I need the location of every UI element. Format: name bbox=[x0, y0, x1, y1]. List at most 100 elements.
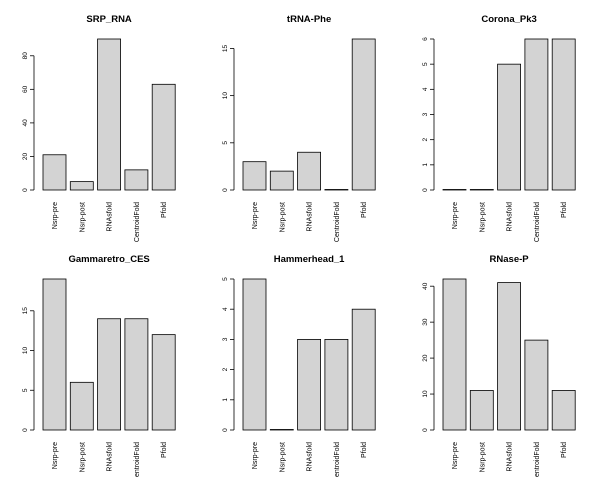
category-label: RNAsfold bbox=[107, 442, 114, 472]
y-tick-label: 0 bbox=[422, 428, 429, 432]
category-label: CentroidFold bbox=[534, 202, 541, 242]
category-label: RNAsfold bbox=[107, 202, 114, 232]
bar bbox=[124, 169, 149, 191]
y-tick-label: 5 bbox=[222, 141, 229, 145]
panel-title: RNase-P bbox=[490, 254, 530, 265]
y-tick-label: 20 bbox=[22, 152, 29, 160]
bar bbox=[524, 38, 549, 191]
bar bbox=[97, 318, 121, 431]
category-label: Nsrp-post bbox=[279, 442, 286, 472]
bar bbox=[124, 318, 149, 431]
panel-title: Gammaretro_CES bbox=[68, 254, 149, 265]
y-tick-label: 4 bbox=[422, 87, 429, 91]
category-label: Nsrp-pre bbox=[252, 442, 259, 469]
y-tick-label: 3 bbox=[422, 112, 429, 116]
bar bbox=[324, 338, 349, 431]
category-label: Nsrp-pre bbox=[452, 442, 459, 469]
category-label: RNAsfold bbox=[307, 442, 314, 472]
category-label: Pfold bbox=[361, 442, 368, 458]
y-tick-label: 15 bbox=[22, 307, 29, 315]
category-label: Nsrp-post bbox=[79, 202, 86, 232]
bar bbox=[269, 429, 294, 431]
bar bbox=[151, 334, 176, 431]
category-label: CentroidFold bbox=[334, 202, 341, 242]
y-tick-label: 0 bbox=[422, 188, 429, 192]
category-label: RNAsfold bbox=[307, 202, 314, 232]
bar bbox=[442, 278, 467, 431]
y-tick-label: 0 bbox=[222, 428, 229, 432]
bar bbox=[242, 161, 267, 191]
bar bbox=[497, 282, 522, 431]
category-label: CentroidFold bbox=[134, 202, 141, 242]
category-label: RNAsfold bbox=[507, 202, 514, 232]
bar bbox=[497, 63, 522, 191]
panel-title: Corona_Pk3 bbox=[481, 14, 536, 25]
panel-1: SRP_RNA 0 20 40 60 80 Nsrp-pre Nsrp-post RNAsfol… bbox=[22, 14, 176, 242]
bar bbox=[69, 381, 94, 431]
bar bbox=[351, 308, 376, 431]
y-tick-label: 10 bbox=[422, 390, 429, 398]
y-tick-label: 4 bbox=[222, 307, 229, 311]
y-tick-label: 2 bbox=[222, 367, 229, 371]
bar bbox=[551, 390, 576, 431]
bar bbox=[151, 83, 176, 191]
bar bbox=[551, 38, 576, 191]
category-label: Pfold bbox=[561, 442, 568, 458]
category-label: entroidFold bbox=[134, 442, 141, 477]
category-label: Nsrp-post bbox=[279, 202, 286, 232]
category-label: Pfold bbox=[561, 202, 568, 218]
category-label: entroidFold bbox=[534, 442, 541, 477]
y-tick-label: 1 bbox=[222, 398, 229, 402]
category-label: Pfold bbox=[161, 442, 168, 458]
panel-3: Corona_Pk3 0 1 2 3 4 5 6 Nsrp-pre Nsrp-post RNAsfo… bbox=[422, 14, 576, 242]
bar bbox=[469, 189, 494, 191]
panel-2: tRNA-Phe 0 5 10 15 Nsrp-pre Nsrp-post RNAsfold C… bbox=[222, 14, 376, 242]
y-tick-label: 5 bbox=[22, 388, 29, 392]
bar bbox=[97, 38, 121, 191]
y-tick-label: 80 bbox=[22, 52, 29, 60]
bar bbox=[469, 390, 494, 431]
category-label: Nsrp-pre bbox=[452, 202, 459, 229]
y-tick-label: 40 bbox=[422, 282, 429, 290]
bar bbox=[351, 38, 376, 191]
category-label: Pfold bbox=[161, 202, 168, 218]
category-label: Nsrp-pre bbox=[52, 202, 59, 229]
y-tick-label: 40 bbox=[22, 119, 29, 127]
y-tick-label: 5 bbox=[422, 62, 429, 66]
panel-6: RNase-P 0 10 20 30 40 Nsrp-pre Nsrp-post RNAsfol… bbox=[422, 254, 576, 477]
y-tick-label: 6 bbox=[422, 37, 429, 41]
panel-title: tRNA-Phe bbox=[287, 14, 331, 25]
bar bbox=[442, 189, 467, 191]
y-tick-label: 0 bbox=[22, 428, 29, 432]
bar bbox=[42, 278, 67, 431]
panel-5: Hammerhead_1 0 1 2 3 4 5 Nsrp-pre Nsrp-post RNAsf… bbox=[222, 254, 376, 477]
bar bbox=[42, 154, 67, 191]
y-tick-label: 0 bbox=[222, 188, 229, 192]
bar bbox=[269, 170, 294, 191]
panel-title: Hammerhead_1 bbox=[274, 254, 345, 265]
category-label: Nsrp-pre bbox=[252, 202, 259, 229]
category-label: RNAsfold bbox=[507, 442, 514, 472]
y-tick-label: 20 bbox=[422, 354, 429, 362]
category-label: Nsrp-pre bbox=[52, 442, 59, 469]
bar bbox=[324, 189, 349, 191]
y-tick-label: 10 bbox=[22, 347, 29, 355]
bar bbox=[524, 339, 549, 431]
y-tick-label: 5 bbox=[222, 277, 229, 281]
bar bbox=[69, 181, 94, 191]
category-label: Nsrp-post bbox=[479, 442, 486, 472]
y-tick-label: 15 bbox=[222, 44, 229, 52]
y-tick-label: 10 bbox=[222, 92, 229, 100]
y-tick-label: 0 bbox=[22, 188, 29, 192]
bar bbox=[297, 338, 322, 431]
y-tick-label: 60 bbox=[22, 85, 29, 93]
panel-title: SRP_RNA bbox=[86, 14, 132, 25]
category-label: Pfold bbox=[361, 202, 368, 218]
y-tick-label: 2 bbox=[422, 137, 429, 141]
panel-4: Gammaretro_CES 0 5 10 15 Nsrp-pre Nsrp-post RNA… bbox=[22, 254, 176, 477]
bar bbox=[297, 151, 322, 191]
category-label: entroidFold bbox=[334, 442, 341, 477]
category-label: Nsrp-post bbox=[79, 442, 86, 472]
